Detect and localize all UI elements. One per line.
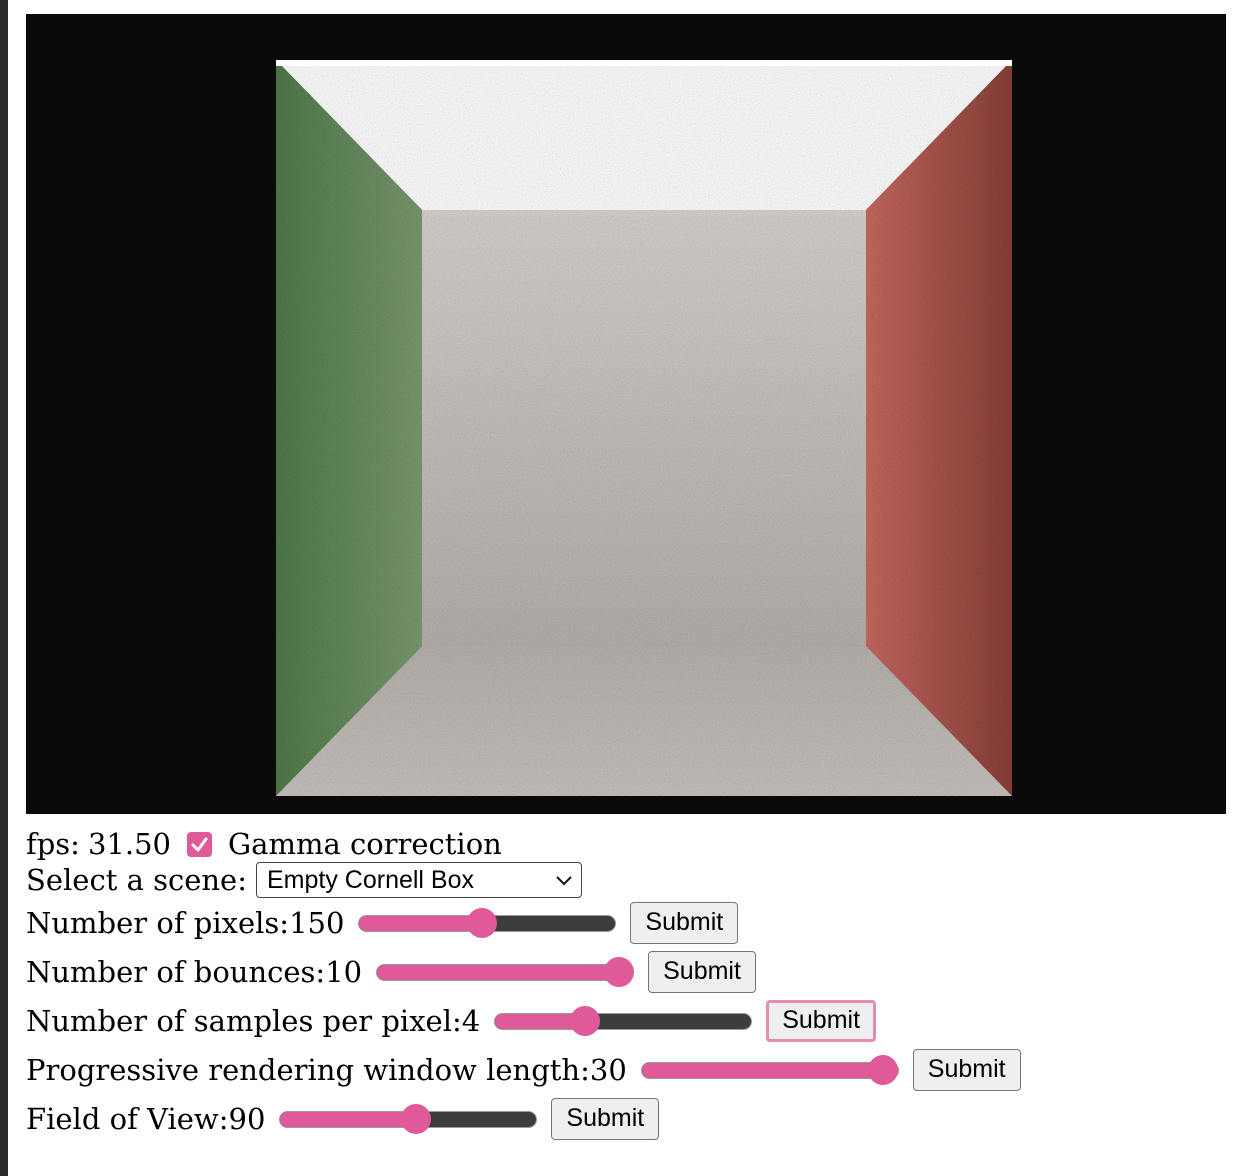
- pixels-submit-button[interactable]: Submit: [630, 901, 739, 944]
- ceiling: [276, 60, 1012, 210]
- samples-submit-button[interactable]: Submit: [766, 999, 877, 1042]
- window-slider-fill: [641, 1062, 883, 1078]
- gamma-checkbox[interactable]: [186, 831, 212, 857]
- controls-panel: fps: 31.50 Gamma correction Select a sce…: [26, 826, 1226, 1143]
- window-slider[interactable]: [640, 1050, 899, 1090]
- fov-slider-fill: [280, 1111, 417, 1127]
- slider-row-pixels: Number of pixels: 150 Submit: [26, 898, 1226, 947]
- render-canvas[interactable]: [26, 14, 1226, 814]
- fov-submit-button[interactable]: Submit: [551, 1097, 660, 1140]
- window-slider-thumb[interactable]: [868, 1054, 899, 1085]
- gamma-label: Gamma correction: [227, 827, 502, 861]
- bounces-slider-thumb[interactable]: [603, 956, 634, 987]
- fps-label: fps:: [26, 827, 80, 861]
- pixels-label: Number of pixels:: [26, 905, 290, 940]
- floor: [276, 646, 1012, 796]
- scene-label: Select a scene:: [26, 863, 247, 897]
- slider-row-samples: Number of samples per pixel: 4 Submit: [26, 996, 1226, 1045]
- slider-row-window: Progressive rendering window length: 30 Su…: [26, 1045, 1226, 1094]
- fov-label: Field of View:: [26, 1101, 229, 1136]
- samples-slider-thumb[interactable]: [569, 1005, 600, 1036]
- slider-row-fov: Field of View: 90 Submit: [26, 1094, 1226, 1143]
- fov-slider[interactable]: [279, 1099, 538, 1139]
- back-wall: [422, 210, 866, 646]
- window-value: 30: [589, 1052, 627, 1087]
- left-wall: [276, 60, 422, 796]
- bounces-slider-track: [376, 963, 635, 981]
- pixels-slider-thumb[interactable]: [467, 907, 498, 938]
- fps-value: 31.50: [87, 827, 171, 861]
- scene-select[interactable]: Empty Cornell Box: [255, 862, 582, 898]
- fov-value: 90: [228, 1101, 266, 1136]
- samples-slider[interactable]: [494, 1001, 753, 1041]
- window-label: Progressive rendering window length:: [26, 1052, 590, 1087]
- samples-slider-fill: [495, 1013, 585, 1029]
- samples-label: Number of samples per pixel:: [26, 1003, 462, 1038]
- bounces-value: 10: [325, 954, 363, 989]
- bounces-submit-button[interactable]: Submit: [648, 950, 756, 993]
- right-wall: [866, 60, 1012, 796]
- slider-row-bounces: Number of bounces: 10 Submit: [26, 947, 1226, 996]
- cornell-box-render: [276, 60, 1012, 796]
- bounces-slider[interactable]: [376, 952, 635, 992]
- samples-slider-track: [494, 1012, 753, 1030]
- pixels-value: 150: [289, 905, 345, 940]
- pixels-slider[interactable]: [358, 903, 617, 943]
- samples-value: 4: [461, 1003, 481, 1038]
- fps-row: fps: 31.50 Gamma correction: [26, 826, 1226, 862]
- bounces-label: Number of bounces:: [26, 954, 326, 989]
- window-submit-button[interactable]: Submit: [912, 1048, 1021, 1091]
- pixels-slider-fill: [359, 915, 483, 931]
- checkmark-icon: [191, 837, 208, 851]
- chevron-down-icon: [556, 876, 572, 886]
- fov-slider-thumb[interactable]: [401, 1103, 432, 1134]
- scene-row: Select a scene: Empty Cornell Box: [26, 862, 1226, 898]
- bounces-slider-fill: [377, 964, 618, 980]
- window-edge: [0, 0, 8, 1176]
- scene-select-value: Empty Cornell Box: [266, 866, 475, 894]
- window-slider-track: [640, 1061, 899, 1079]
